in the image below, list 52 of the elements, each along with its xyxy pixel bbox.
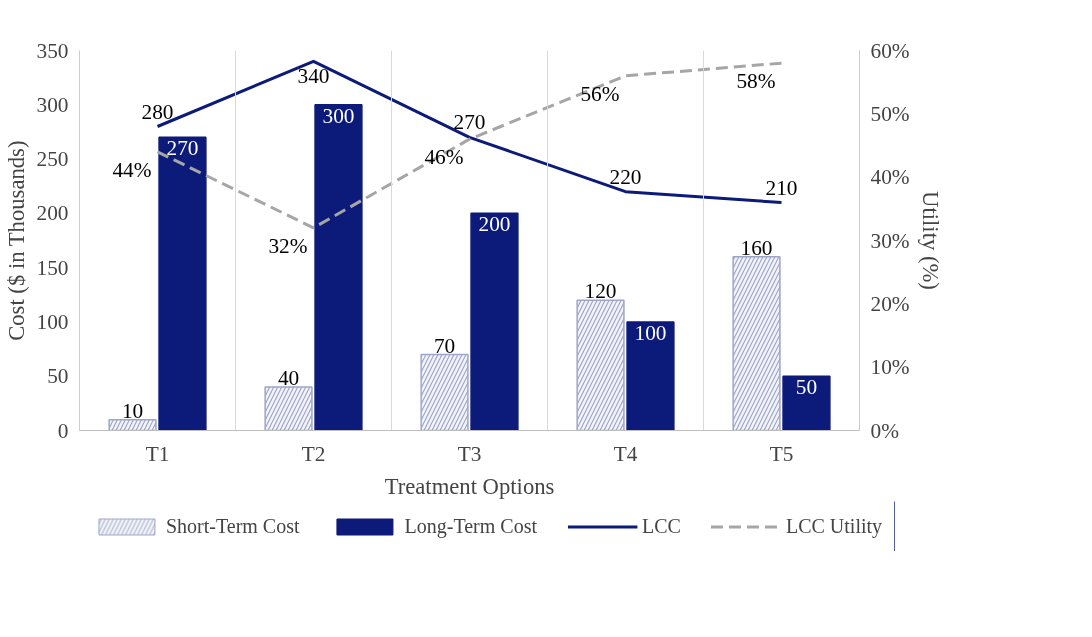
y-tick-label: 350 bbox=[36, 38, 69, 63]
data-label: 32% bbox=[268, 233, 308, 258]
data-label: 46% bbox=[424, 145, 464, 170]
bar bbox=[470, 212, 519, 431]
y-tick-label: 50 bbox=[47, 364, 69, 389]
bar bbox=[782, 375, 831, 431]
y2-tick-label: 40% bbox=[870, 165, 910, 190]
y-tick-label: 0 bbox=[57, 418, 69, 443]
bar bbox=[314, 104, 363, 431]
y-tick-label: 300 bbox=[36, 92, 69, 117]
y2-axis-title: Utility (%) bbox=[917, 191, 943, 290]
data-label: 50 bbox=[795, 375, 818, 400]
data-label: 70 bbox=[433, 333, 456, 358]
y-tick-label: 250 bbox=[36, 147, 69, 172]
y2-tick-label: 30% bbox=[870, 228, 910, 253]
bar bbox=[626, 321, 675, 431]
y2-tick-label: 50% bbox=[870, 101, 910, 126]
data-label: 120 bbox=[584, 279, 617, 304]
data-label: 200 bbox=[478, 212, 511, 237]
legend-label: LCC Utility bbox=[785, 514, 883, 538]
bar bbox=[158, 136, 207, 431]
y-tick-label: 150 bbox=[36, 255, 69, 280]
x-tick-label: T4 bbox=[613, 441, 638, 466]
data-label: 44% bbox=[112, 157, 152, 182]
data-label: 100 bbox=[634, 320, 667, 345]
data-label: 220 bbox=[609, 164, 642, 189]
y2-tick-label: 60% bbox=[870, 38, 910, 63]
data-label: 40 bbox=[277, 366, 300, 391]
y-tick-label: 200 bbox=[36, 201, 69, 226]
x-tick-label: T1 bbox=[145, 441, 170, 466]
data-label: 280 bbox=[141, 99, 174, 124]
data-label: 210 bbox=[765, 175, 798, 200]
x-axis-title: Treatment Options bbox=[384, 473, 555, 499]
legend-label: Long-Term Cost bbox=[404, 514, 538, 538]
x-tick-label: T2 bbox=[301, 441, 326, 466]
y2-tick-label: 20% bbox=[870, 291, 910, 316]
y-axis-title: Cost ($ in Thousands) bbox=[3, 140, 29, 341]
data-label: 10 bbox=[121, 398, 144, 423]
x-tick-label: T3 bbox=[457, 441, 482, 466]
data-label: 58% bbox=[736, 69, 776, 94]
data-label: 300 bbox=[322, 103, 355, 128]
data-label: 160 bbox=[740, 235, 773, 260]
legend-label: LCC bbox=[642, 514, 681, 538]
y2-tick-label: 0% bbox=[870, 418, 900, 443]
data-label: 56% bbox=[580, 81, 620, 106]
x-tick-label: T5 bbox=[769, 441, 794, 466]
data-label: 270 bbox=[166, 136, 199, 161]
y2-tick-label: 10% bbox=[870, 355, 910, 380]
data-label: 340 bbox=[297, 64, 330, 89]
legend-label: Short-Term Cost bbox=[165, 514, 300, 538]
y-tick-label: 100 bbox=[36, 309, 69, 334]
data-label: 270 bbox=[453, 110, 486, 135]
